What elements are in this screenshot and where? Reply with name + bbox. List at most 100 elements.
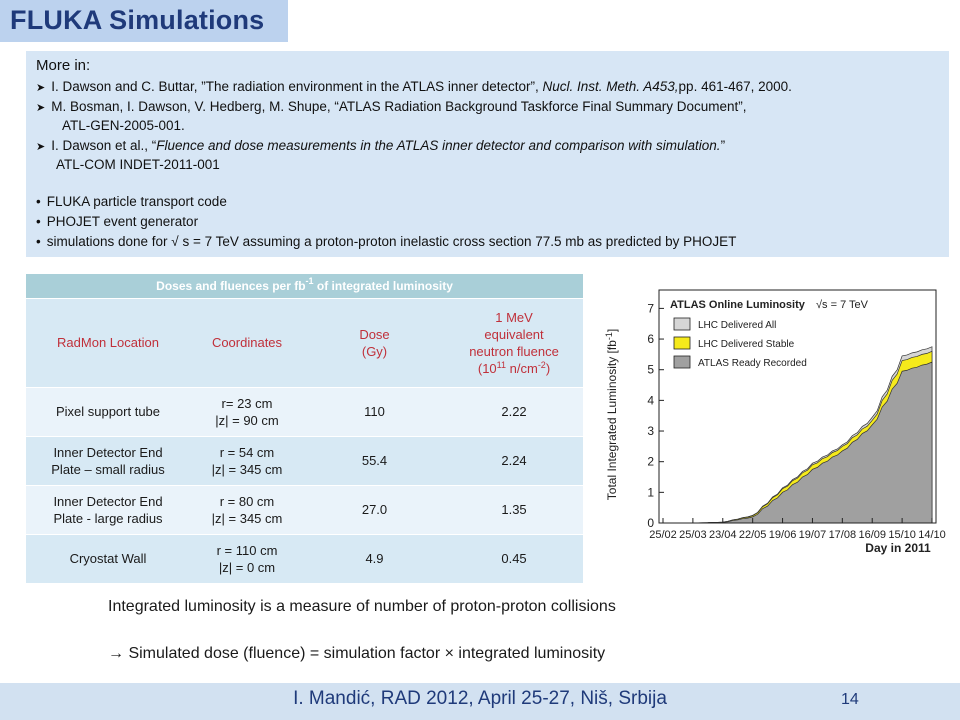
cell-dose: 110	[304, 386, 445, 436]
reference-3-authors: I. Dawson et al., “	[51, 138, 157, 153]
cell-coordinates: r = 54 cm |z| = 345 cm	[190, 435, 304, 485]
reference-3-id: ATL-COM INDET-2011-001	[56, 157, 220, 172]
cell-coordinate-z: |z| = 0 cm	[218, 559, 276, 575]
reference-2-text: M. Bosman, I. Dawson, V. Hedberg, M. Shu…	[51, 99, 747, 114]
bullet-item: • FLUKA particle transport code	[36, 193, 227, 210]
header-dose-unit: (Gy)	[361, 343, 388, 359]
legend-swatch	[673, 336, 691, 350]
table-row: Inner Detector End Plate - large radius r…	[26, 484, 584, 534]
table-row: Pixel support tube r= 23 cm |z| = 90 cm 1…	[26, 386, 584, 436]
x-axis-label: Day in 2011	[865, 541, 931, 555]
y-axis-label: Total Integrated Luminosity [fb-1]	[604, 329, 619, 500]
x-tick-label: 25/02	[649, 529, 677, 541]
cell-location: Cryostat Wall	[26, 533, 190, 583]
simulation-statement-text: Simulated dose (fluence) = simulation fa…	[124, 645, 606, 662]
legend-label: LHC Delivered All	[698, 320, 776, 331]
arrow-right-icon: →	[108, 645, 124, 662]
legend-swatch	[673, 317, 691, 331]
header-fluence-unit: )	[545, 360, 551, 376]
header-fluence-line: neutron fluence	[469, 343, 559, 359]
x-tick-label: 25/03	[679, 529, 707, 541]
x-tick-label: 16/09	[858, 529, 886, 541]
y-tick-label: 0	[647, 516, 654, 530]
header-fluence-line: 1 MeV	[495, 309, 533, 325]
legend-label: ATLAS Ready Recorded	[698, 358, 807, 369]
x-tick-label: 17/08	[829, 529, 857, 541]
chart-title: ATLAS Online Luminosity	[670, 299, 806, 311]
bullet-text: FLUKA particle transport code	[46, 194, 227, 209]
reference-2: ➤ M. Bosman, I. Dawson, V. Hedberg, M. Sh…	[36, 98, 747, 117]
y-tick-label: 5	[647, 363, 654, 377]
legend-label: LHC Delivered Stable	[698, 339, 795, 350]
table-row: Cryostat Wall r = 110 cm |z| = 0 cm 4.9 0…	[26, 533, 584, 583]
bullet-text: simulations done for √ s = 7 TeV assumin…	[46, 234, 737, 249]
cell-coordinate-r: r = 110 cm	[216, 542, 278, 558]
x-tick-label: 15/10	[888, 529, 916, 541]
plot-frame	[658, 289, 937, 524]
y-tick-label: 6	[647, 332, 654, 346]
dot-bullet-icon: •	[36, 214, 41, 229]
cell-location-text: Plate - large radius	[53, 510, 163, 526]
reference-2-id: ATL-GEN-2005-001.	[62, 118, 185, 133]
caption-exponent: -1	[305, 275, 314, 286]
cell-location-text: Cryostat Wall	[69, 551, 147, 567]
y-axis-label-exponent: -1	[604, 332, 614, 340]
arrow-bullet-icon: ➤	[36, 141, 46, 153]
cell-coordinate-r: r= 23 cm	[221, 395, 273, 411]
references-box: More in: ➤ I. Dawson and C. Buttar, ”The …	[26, 51, 949, 257]
cell-fluence: 2.24	[445, 435, 584, 485]
x-tick-label: 19/07	[799, 529, 827, 541]
cell-coordinates: r = 80 cm |z| = 345 cm	[190, 484, 304, 534]
bullet-item: • PHOJET event generator	[36, 213, 198, 230]
cell-coordinate-r: r = 80 cm	[219, 493, 275, 509]
page-number: 14	[841, 691, 859, 708]
cell-coordinate-z: |z| = 345 cm	[211, 510, 283, 526]
y-tick-label: 2	[647, 455, 654, 469]
reference-1-journal: Nucl. Inst. Meth. A453,	[542, 79, 679, 94]
table-caption: Doses and fluences per fb-1 of integrate…	[26, 274, 584, 298]
cell-coordinate-r: r = 54 cm	[219, 444, 275, 460]
cell-coordinate-z: |z| = 90 cm	[215, 412, 279, 428]
y-tick-label: 3	[647, 424, 654, 438]
x-tick-label: 14/10	[918, 529, 946, 541]
header-dose-label: Dose	[359, 326, 390, 342]
simulation-statement: → Simulated dose (fluence) = simulation …	[108, 645, 605, 663]
y-axis-label-text: ]	[605, 329, 619, 332]
header-fluence-exponent: -2	[537, 359, 546, 370]
cell-fluence: 2.22	[445, 386, 584, 436]
reference-1-authors: I. Dawson and C. Buttar, ”The radiation …	[51, 79, 543, 94]
doses-table: Doses and fluences per fb-1 of integrate…	[26, 274, 584, 583]
footer-text: I. Mandić, RAD 2012, April 25-27, Niš, S…	[293, 688, 667, 709]
x-tick-label: 19/06	[769, 529, 797, 541]
luminosity-chart: 0 1 2 3 4 5 6 7 25/02 25/03 23/04 22/05 19/06 19/07 17…	[598, 280, 948, 570]
cell-location-text: Inner Detector End	[53, 444, 163, 460]
y-tick-label: 1	[647, 485, 654, 499]
cell-coordinate-z: |z| = 345 cm	[211, 461, 283, 477]
cell-location: Pixel support tube	[26, 386, 190, 436]
dot-bullet-icon: •	[36, 194, 41, 209]
bullet-text: PHOJET event generator	[46, 214, 199, 229]
cell-location: Inner Detector End Plate - large radius	[26, 484, 190, 534]
cell-location-text: Pixel support tube	[55, 404, 161, 419]
caption-text: Doses and fluences per fb	[156, 278, 306, 293]
cell-location-text: Plate – small radius	[51, 461, 165, 477]
cell-location-text: Inner Detector End	[53, 493, 163, 509]
arrow-bullet-icon: ➤	[36, 102, 46, 114]
table-row: Inner Detector End Plate – small radius r…	[26, 435, 584, 485]
header-coordinates: Coordinates	[190, 297, 304, 387]
header-fluence-unit: (10	[477, 360, 497, 376]
y-tick-label: 7	[647, 301, 654, 315]
y-axis-label-text: Total Integrated Luminosity [fb	[605, 340, 619, 500]
header-location: RadMon Location	[26, 297, 190, 387]
header-fluence-exponent: 11	[496, 359, 507, 370]
x-tick-label: 22/05	[739, 529, 767, 541]
cell-dose: 4.9	[304, 533, 445, 583]
header-fluence: 1 MeV equivalent neutron fluence (1011 n/cm…	[445, 297, 584, 387]
header-fluence-line: equivalent	[484, 326, 544, 342]
chart-annotation: √s = 7 TeV	[816, 299, 869, 311]
table-header-row: RadMon Location Coordinates Dose (Gy) 1 M…	[26, 297, 584, 387]
cell-dose: 55.4	[304, 435, 445, 485]
title-bar: FLUKA Simulations	[0, 0, 288, 42]
bullet-item: • simulations done for √ s = 7 TeV assumi…	[36, 233, 736, 250]
luminosity-chart-svg: 0 1 2 3 4 5 6 7 25/02 25/03 23/04 22/05 19/06 19/07 17…	[604, 289, 946, 555]
